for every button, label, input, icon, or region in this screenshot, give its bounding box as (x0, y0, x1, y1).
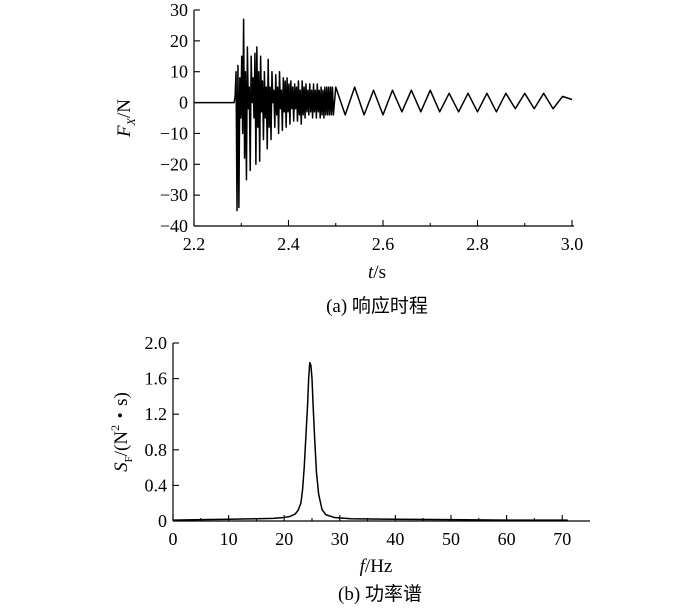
y-axis-title-b: SF/(N2・s) (108, 392, 135, 472)
axis-ticks-a (193, 9, 573, 227)
y-tick-label: −30 (160, 185, 188, 205)
y-tick-label: 30 (170, 0, 188, 20)
y-tick-label: −10 (160, 123, 188, 143)
y-tick-label: −20 (160, 154, 188, 174)
y-tick-label: 10 (170, 62, 188, 82)
x-tick-label: 0 (169, 529, 178, 549)
response-series-line (194, 18, 573, 212)
y-axis-title-a: FX/N (114, 99, 138, 138)
y-tick-label: 0.8 (145, 440, 168, 460)
x-tick-label: 40 (386, 529, 404, 549)
caption-a: (a) 响应时程 (326, 295, 428, 317)
x-tick-label: 60 (498, 529, 516, 549)
chart-power-spectrum: 0 10 20 30 40 50 60 70 0 0.4 0.8 1.2 1.6 2.0 f/Hz SF… (108, 333, 590, 605)
y-tick-labels-a: −40 −30 −20 −10 0 10 20 30 (160, 0, 188, 236)
y-tick-labels-b: 0 0.4 0.8 1.2 1.6 2.0 (145, 333, 168, 531)
y-tick-label: 0 (158, 511, 167, 531)
y-tick-label: −40 (160, 216, 188, 236)
y-tick-label: 2.0 (145, 333, 168, 353)
x-tick-labels-a: 2.2 2.4 2.6 2.8 3.0 (183, 234, 584, 254)
x-tick-label: 30 (331, 529, 349, 549)
x-tick-label: 2.2 (183, 234, 206, 254)
y-tick-label: 0.4 (145, 475, 168, 495)
x-tick-label: 50 (442, 529, 460, 549)
x-tick-label: 2.4 (277, 234, 300, 254)
x-tick-label: 70 (553, 529, 571, 549)
x-axis-title-a: t/s (368, 262, 386, 283)
x-tick-label: 3.0 (561, 234, 584, 254)
x-tick-label: 2.6 (372, 234, 395, 254)
y-tick-label: 1.6 (145, 369, 168, 389)
y-tick-label: 1.2 (145, 404, 168, 424)
y-tick-label: 0 (179, 93, 188, 113)
x-tick-label: 10 (220, 529, 238, 549)
x-tick-label: 2.8 (466, 234, 489, 254)
x-axis-title-b: f/Hz (360, 556, 393, 577)
power-spectrum-line (172, 361, 568, 521)
x-tick-label: 20 (275, 529, 293, 549)
caption-b: (b) 功率谱 (338, 583, 422, 605)
y-tick-label: 20 (170, 31, 188, 51)
x-tick-labels-b: 0 10 20 30 40 50 60 70 (169, 529, 572, 549)
axis-ticks-b (172, 342, 563, 522)
